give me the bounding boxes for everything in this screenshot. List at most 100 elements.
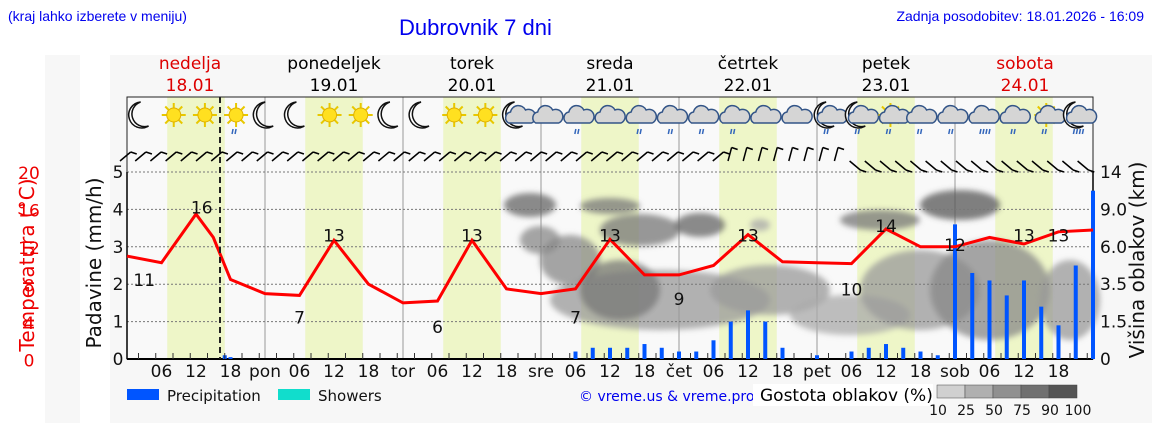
daylight-band xyxy=(305,97,363,359)
temp-label: 11 xyxy=(133,271,155,291)
svg-text:20.01: 20.01 xyxy=(448,76,497,96)
wind-barb xyxy=(1031,160,1044,171)
sun-icon xyxy=(442,103,467,127)
precip-bar xyxy=(746,310,750,359)
legend: Precipitation Showers © vreme.us & vreme.p… xyxy=(127,384,1091,419)
wind-barb xyxy=(681,151,694,162)
precip-bar xyxy=(987,280,992,359)
wind-barb xyxy=(408,151,421,162)
x-tick-label: 18 xyxy=(358,362,380,382)
wind-barb xyxy=(210,151,223,162)
wind-barb xyxy=(940,160,953,171)
last-updated: Zadnja posodobitev: 18.01.2026 - 16:09 xyxy=(896,8,1144,24)
wind-barb xyxy=(271,151,284,162)
temp-tick: 20 xyxy=(18,164,40,184)
cloud-density-tick: 90 xyxy=(1041,403,1059,419)
wind-barb xyxy=(636,151,649,162)
wind-barb xyxy=(970,160,983,171)
precip-bar xyxy=(1039,306,1044,359)
temp-axis-panel xyxy=(45,55,80,423)
wind-barb xyxy=(849,160,861,171)
precip-bar xyxy=(780,347,785,359)
cloud-icon xyxy=(750,104,782,124)
precip-bar xyxy=(918,351,923,359)
wind-barb xyxy=(149,151,162,162)
temp-label: 14 xyxy=(875,217,897,237)
precip-tick: 1 xyxy=(113,313,124,333)
wind-barb xyxy=(925,160,937,171)
location-hint[interactable]: (kraj lahko izberete v meniju) xyxy=(8,8,187,24)
wind-barb xyxy=(165,151,177,162)
wind-barb xyxy=(225,151,238,162)
wind-barb xyxy=(727,147,733,162)
wind-barb xyxy=(1001,160,1013,171)
cloud-rain-icon xyxy=(719,104,751,135)
x-tick-label: 06 xyxy=(427,362,449,382)
x-tick-label: 18 xyxy=(496,362,518,382)
copyright-link[interactable]: © vreme.us & vreme.pro xyxy=(579,389,754,405)
cloud-density-swatch xyxy=(936,384,966,399)
cloud-density-layer xyxy=(504,190,1100,340)
x-tick-label: 12 xyxy=(599,362,621,382)
moon-icon xyxy=(128,101,149,129)
precip-bar xyxy=(642,344,647,359)
wind-barb xyxy=(833,147,839,162)
wind-barbs-row xyxy=(119,146,1095,173)
precip-bar xyxy=(953,224,957,359)
wind-barb xyxy=(651,151,664,162)
precip-bar xyxy=(1091,190,1095,359)
x-tick-label: 06 xyxy=(979,362,1001,382)
cloud-density-tick: 50 xyxy=(985,403,1003,419)
cloud-density-tick: 25 xyxy=(957,403,975,419)
temp-tick: 0 xyxy=(24,352,35,372)
temperature-line xyxy=(126,211,1094,305)
wind-barb xyxy=(438,151,451,162)
svg-text:24.01: 24.01 xyxy=(1001,76,1050,96)
cloud-icon xyxy=(532,104,564,124)
svg-text:21.01: 21.01 xyxy=(586,76,635,96)
temperature-labels: 11 16 7 13 6 13 7 13 9 13 10 14 12 13 13 xyxy=(133,198,1069,338)
wind-barb xyxy=(484,151,497,162)
x-tick-label: pon xyxy=(249,362,281,382)
precip-legend-swatch xyxy=(127,389,159,400)
x-tick-label: tor xyxy=(391,362,415,382)
svg-text:sreda: sreda xyxy=(586,54,633,74)
wind-barb xyxy=(499,151,512,162)
svg-text:23.01: 23.01 xyxy=(862,76,911,96)
wind-barb xyxy=(332,151,345,162)
wind-barb xyxy=(605,151,618,162)
wind-barb xyxy=(788,147,794,162)
cloud-rain-icon xyxy=(563,104,595,135)
temp-label: 13 xyxy=(737,226,759,246)
cloud-tick: 0 xyxy=(1100,350,1111,370)
daylight-band xyxy=(443,97,501,359)
cloud-rain-icon xyxy=(687,104,720,135)
moon-cloud-heavy-rain-icon xyxy=(1062,101,1098,135)
cloud-tick: 3.5 xyxy=(1100,275,1127,295)
sun-icon xyxy=(473,103,498,127)
wind-barb xyxy=(545,151,557,162)
wind-barb xyxy=(286,151,299,162)
temp-label: 9 xyxy=(674,290,685,310)
cloud-density-tick: 10 xyxy=(929,403,947,419)
svg-text:petek: petek xyxy=(862,54,910,74)
sun-icon xyxy=(317,103,342,127)
cloud-tick: 14 xyxy=(1100,163,1122,183)
wind-barb xyxy=(818,147,824,162)
x-tick-label: čet xyxy=(666,362,693,382)
page-title: Dubrovnik 7 dni xyxy=(399,15,552,40)
precip-bar xyxy=(935,355,940,359)
svg-text:22.01: 22.01 xyxy=(724,76,773,96)
temp-label: 7 xyxy=(570,309,581,329)
wind-barb xyxy=(772,147,778,162)
x-tick-label: 12 xyxy=(737,362,759,382)
wind-barb xyxy=(621,151,633,162)
svg-text:torek: torek xyxy=(450,54,494,74)
wind-barb xyxy=(134,151,147,162)
wind-barb xyxy=(697,151,709,162)
